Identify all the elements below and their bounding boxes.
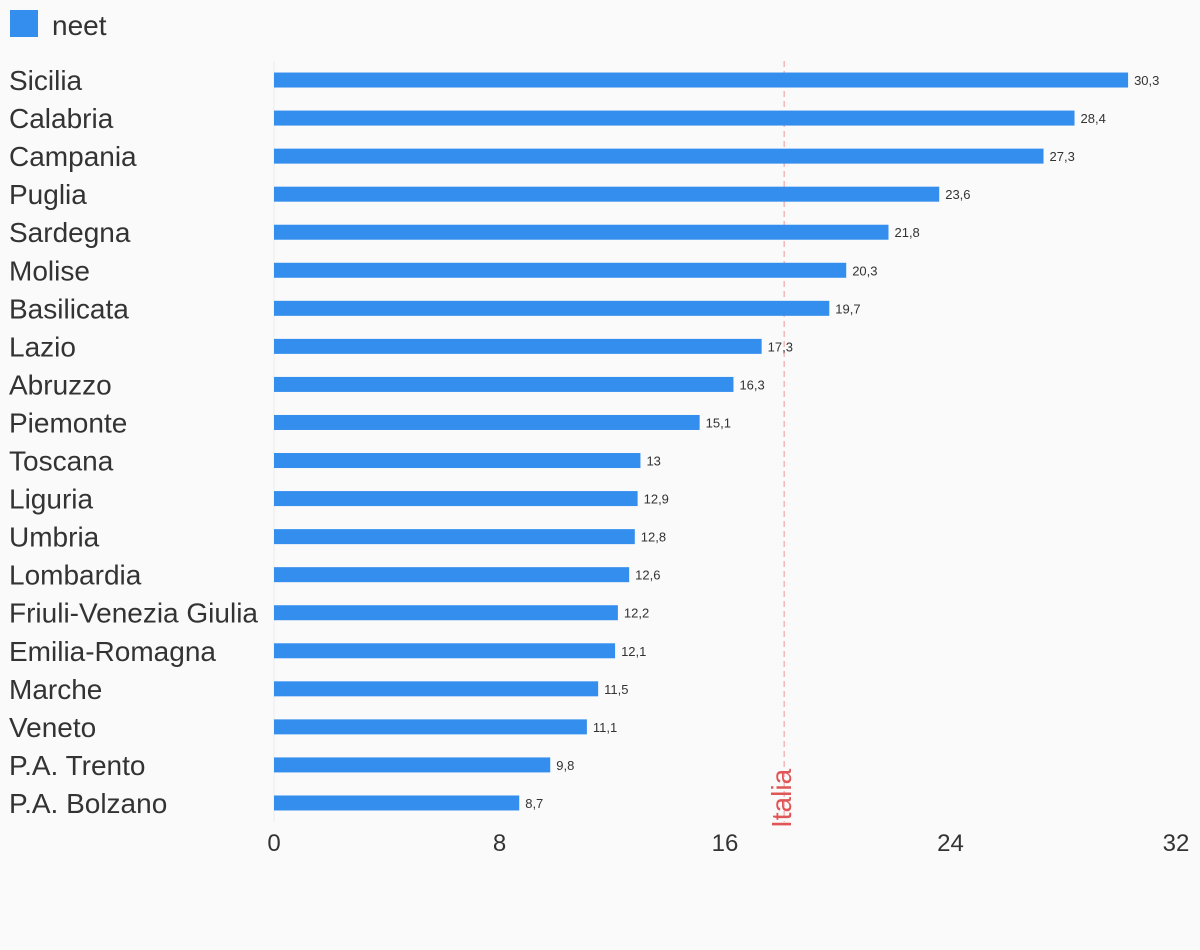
x-tick-label: 8 [493, 830, 506, 857]
bar [274, 338, 762, 354]
category-label: Piemonte [9, 407, 127, 438]
bar [274, 414, 700, 430]
bar [274, 719, 587, 735]
data-label: 15,1 [706, 415, 731, 430]
bar [274, 376, 734, 392]
data-label: 23,6 [945, 187, 970, 202]
bar [274, 795, 520, 811]
legend-swatch-neet [10, 10, 38, 37]
category-label: P.A. Trento [9, 750, 145, 781]
category-label: Emilia-Romagna [9, 636, 216, 667]
x-tick-label: 24 [937, 830, 964, 857]
category-label: Toscana [9, 446, 114, 477]
bar [274, 186, 940, 202]
bar [274, 300, 830, 316]
bar [274, 757, 551, 773]
category-label: Marche [9, 674, 102, 705]
reference-line-label: Italia [766, 768, 797, 828]
bar [274, 529, 635, 545]
category-label: Friuli-Venezia Giulia [9, 598, 258, 629]
bar [274, 605, 618, 621]
x-tick-label: 16 [712, 830, 739, 857]
data-label: 11,1 [593, 720, 617, 735]
bar [274, 643, 616, 659]
bar [274, 262, 847, 278]
data-label: 16,3 [739, 377, 764, 392]
bar [274, 453, 641, 469]
data-label: 28,4 [1081, 111, 1106, 126]
category-label: Campania [9, 141, 137, 172]
bar [274, 148, 1044, 164]
data-label: 9,8 [556, 758, 574, 773]
data-label: 12,9 [644, 492, 669, 507]
legend-label-neet: neet [52, 10, 107, 41]
x-tick-label: 32 [1163, 830, 1190, 857]
bar [274, 567, 630, 583]
data-label: 12,1 [621, 644, 646, 659]
bar [274, 491, 638, 507]
data-label: 11,5 [604, 682, 628, 697]
bar [274, 681, 599, 697]
category-label: Calabria [9, 103, 114, 134]
data-label: 17,3 [768, 339, 793, 354]
category-label: Lombardia [9, 560, 142, 591]
bar [274, 110, 1075, 126]
data-label: 12,2 [624, 606, 649, 621]
category-label: Liguria [9, 484, 93, 515]
data-label: 21,8 [894, 225, 919, 240]
data-label: 12,6 [635, 568, 660, 583]
category-label: Umbria [9, 522, 100, 553]
bar [274, 224, 889, 240]
data-label: 13 [646, 454, 660, 469]
category-label: Sardegna [9, 217, 131, 248]
category-label: Molise [9, 255, 90, 286]
data-label: 30,3 [1134, 73, 1159, 88]
category-label: Sicilia [9, 65, 83, 96]
category-label: Abruzzo [9, 369, 112, 400]
data-label: 8,7 [525, 796, 543, 811]
data-label: 20,3 [852, 263, 877, 278]
category-label: P.A. Bolzano [9, 788, 167, 819]
data-label: 12,8 [641, 530, 666, 545]
bar [274, 72, 1129, 88]
category-label: Veneto [9, 712, 96, 743]
category-label: Lazio [9, 331, 76, 362]
x-tick-label: 0 [267, 830, 280, 857]
data-label: 19,7 [835, 301, 860, 316]
category-label: Puglia [9, 179, 87, 210]
category-label: Basilicata [9, 293, 129, 324]
data-label: 27,3 [1050, 149, 1075, 164]
